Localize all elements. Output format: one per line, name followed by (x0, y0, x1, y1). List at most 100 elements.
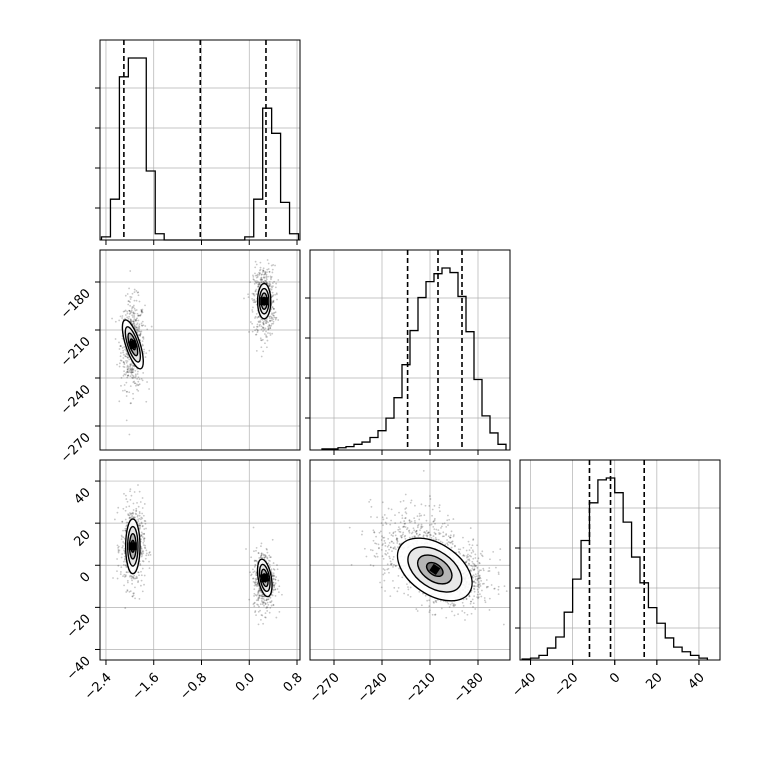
x-tick-label: −210 (403, 670, 439, 706)
sample-point (451, 540, 454, 543)
sample-point (384, 552, 387, 555)
sample-point (138, 334, 141, 337)
sample-point (142, 544, 145, 546)
sample-point (395, 538, 398, 541)
sample-point (126, 312, 129, 315)
x-tick-label: 0.0 (233, 670, 258, 695)
sample-point (142, 350, 145, 353)
sample-point (417, 523, 420, 526)
sample-point (270, 324, 273, 327)
density-peak (260, 573, 270, 583)
sample-point (388, 541, 391, 544)
sample-point (400, 534, 403, 537)
sample-point (462, 554, 465, 557)
sample-point (410, 532, 413, 535)
sample-point (409, 595, 412, 598)
sample-point (137, 518, 139, 521)
sample-point (440, 527, 442, 529)
sample-point (254, 317, 256, 319)
sample-point (259, 268, 262, 271)
sample-point (133, 324, 136, 327)
sample-point (122, 389, 124, 392)
sample-point (269, 606, 272, 609)
sample-point (256, 582, 259, 585)
sample-point (139, 332, 142, 335)
sample-point (257, 285, 260, 288)
sample-point (131, 512, 134, 515)
sample-point (258, 588, 261, 591)
sample-point (124, 348, 127, 351)
sample-point (267, 268, 270, 270)
sample-point (372, 539, 375, 542)
sample-point (274, 578, 277, 581)
sample-point (451, 602, 454, 605)
sample-point (263, 604, 265, 607)
sample-point (131, 516, 134, 519)
sample-point (129, 301, 131, 303)
sample-point (134, 375, 137, 377)
sample-point (119, 315, 122, 318)
sample-point (430, 537, 433, 539)
sample-point (124, 607, 127, 609)
sample-point (408, 536, 411, 539)
sample-point (454, 604, 457, 606)
sample-point (419, 533, 421, 536)
sample-point (260, 614, 263, 616)
sample-point (368, 500, 371, 503)
sample-point (248, 331, 250, 333)
sample-point (143, 528, 146, 530)
sample-point (127, 365, 130, 368)
sample-point (134, 376, 137, 379)
sample-point (139, 523, 141, 525)
sample-point (129, 516, 132, 519)
sample-point (255, 559, 258, 562)
sample-point (396, 590, 399, 593)
sample-point (259, 589, 261, 592)
sample-point (476, 566, 479, 569)
sample-point (259, 283, 261, 286)
sample-point (251, 292, 254, 295)
sample-point (381, 501, 384, 504)
sample-point (263, 279, 266, 282)
sample-point (138, 512, 141, 515)
sample-point (140, 324, 143, 327)
sample-point (399, 500, 402, 503)
sample-point (457, 613, 459, 616)
sample-point (444, 543, 447, 546)
sample-point (390, 562, 393, 565)
sample-point (129, 402, 132, 405)
sample-point (136, 291, 139, 294)
sample-point (477, 570, 480, 573)
sample-point (136, 383, 138, 386)
sample-point (474, 582, 477, 584)
sample-point (411, 531, 414, 534)
sample-point (265, 321, 267, 324)
sample-point (272, 603, 275, 606)
sample-point (420, 514, 423, 517)
sample-point (267, 283, 270, 285)
sample-point (141, 379, 144, 382)
sample-point (473, 568, 476, 571)
sample-point (468, 595, 471, 598)
sample-point (148, 551, 151, 553)
sample-point (454, 544, 456, 547)
sample-point (270, 601, 272, 604)
sample-point (119, 345, 122, 348)
sample-point (275, 316, 278, 319)
sample-point (144, 304, 146, 307)
sample-point (126, 370, 129, 373)
sample-point (256, 560, 259, 563)
sample-point (130, 311, 133, 313)
sample-point (270, 568, 273, 571)
sample-point (137, 383, 140, 386)
sample-point (141, 536, 144, 538)
sample-point (116, 570, 118, 573)
sample-point (117, 506, 120, 509)
sample-point (428, 599, 431, 602)
sample-point (129, 304, 132, 307)
sample-point (485, 586, 488, 589)
sample-point (418, 515, 421, 517)
sample-point (270, 276, 272, 279)
sample-point (390, 534, 393, 536)
